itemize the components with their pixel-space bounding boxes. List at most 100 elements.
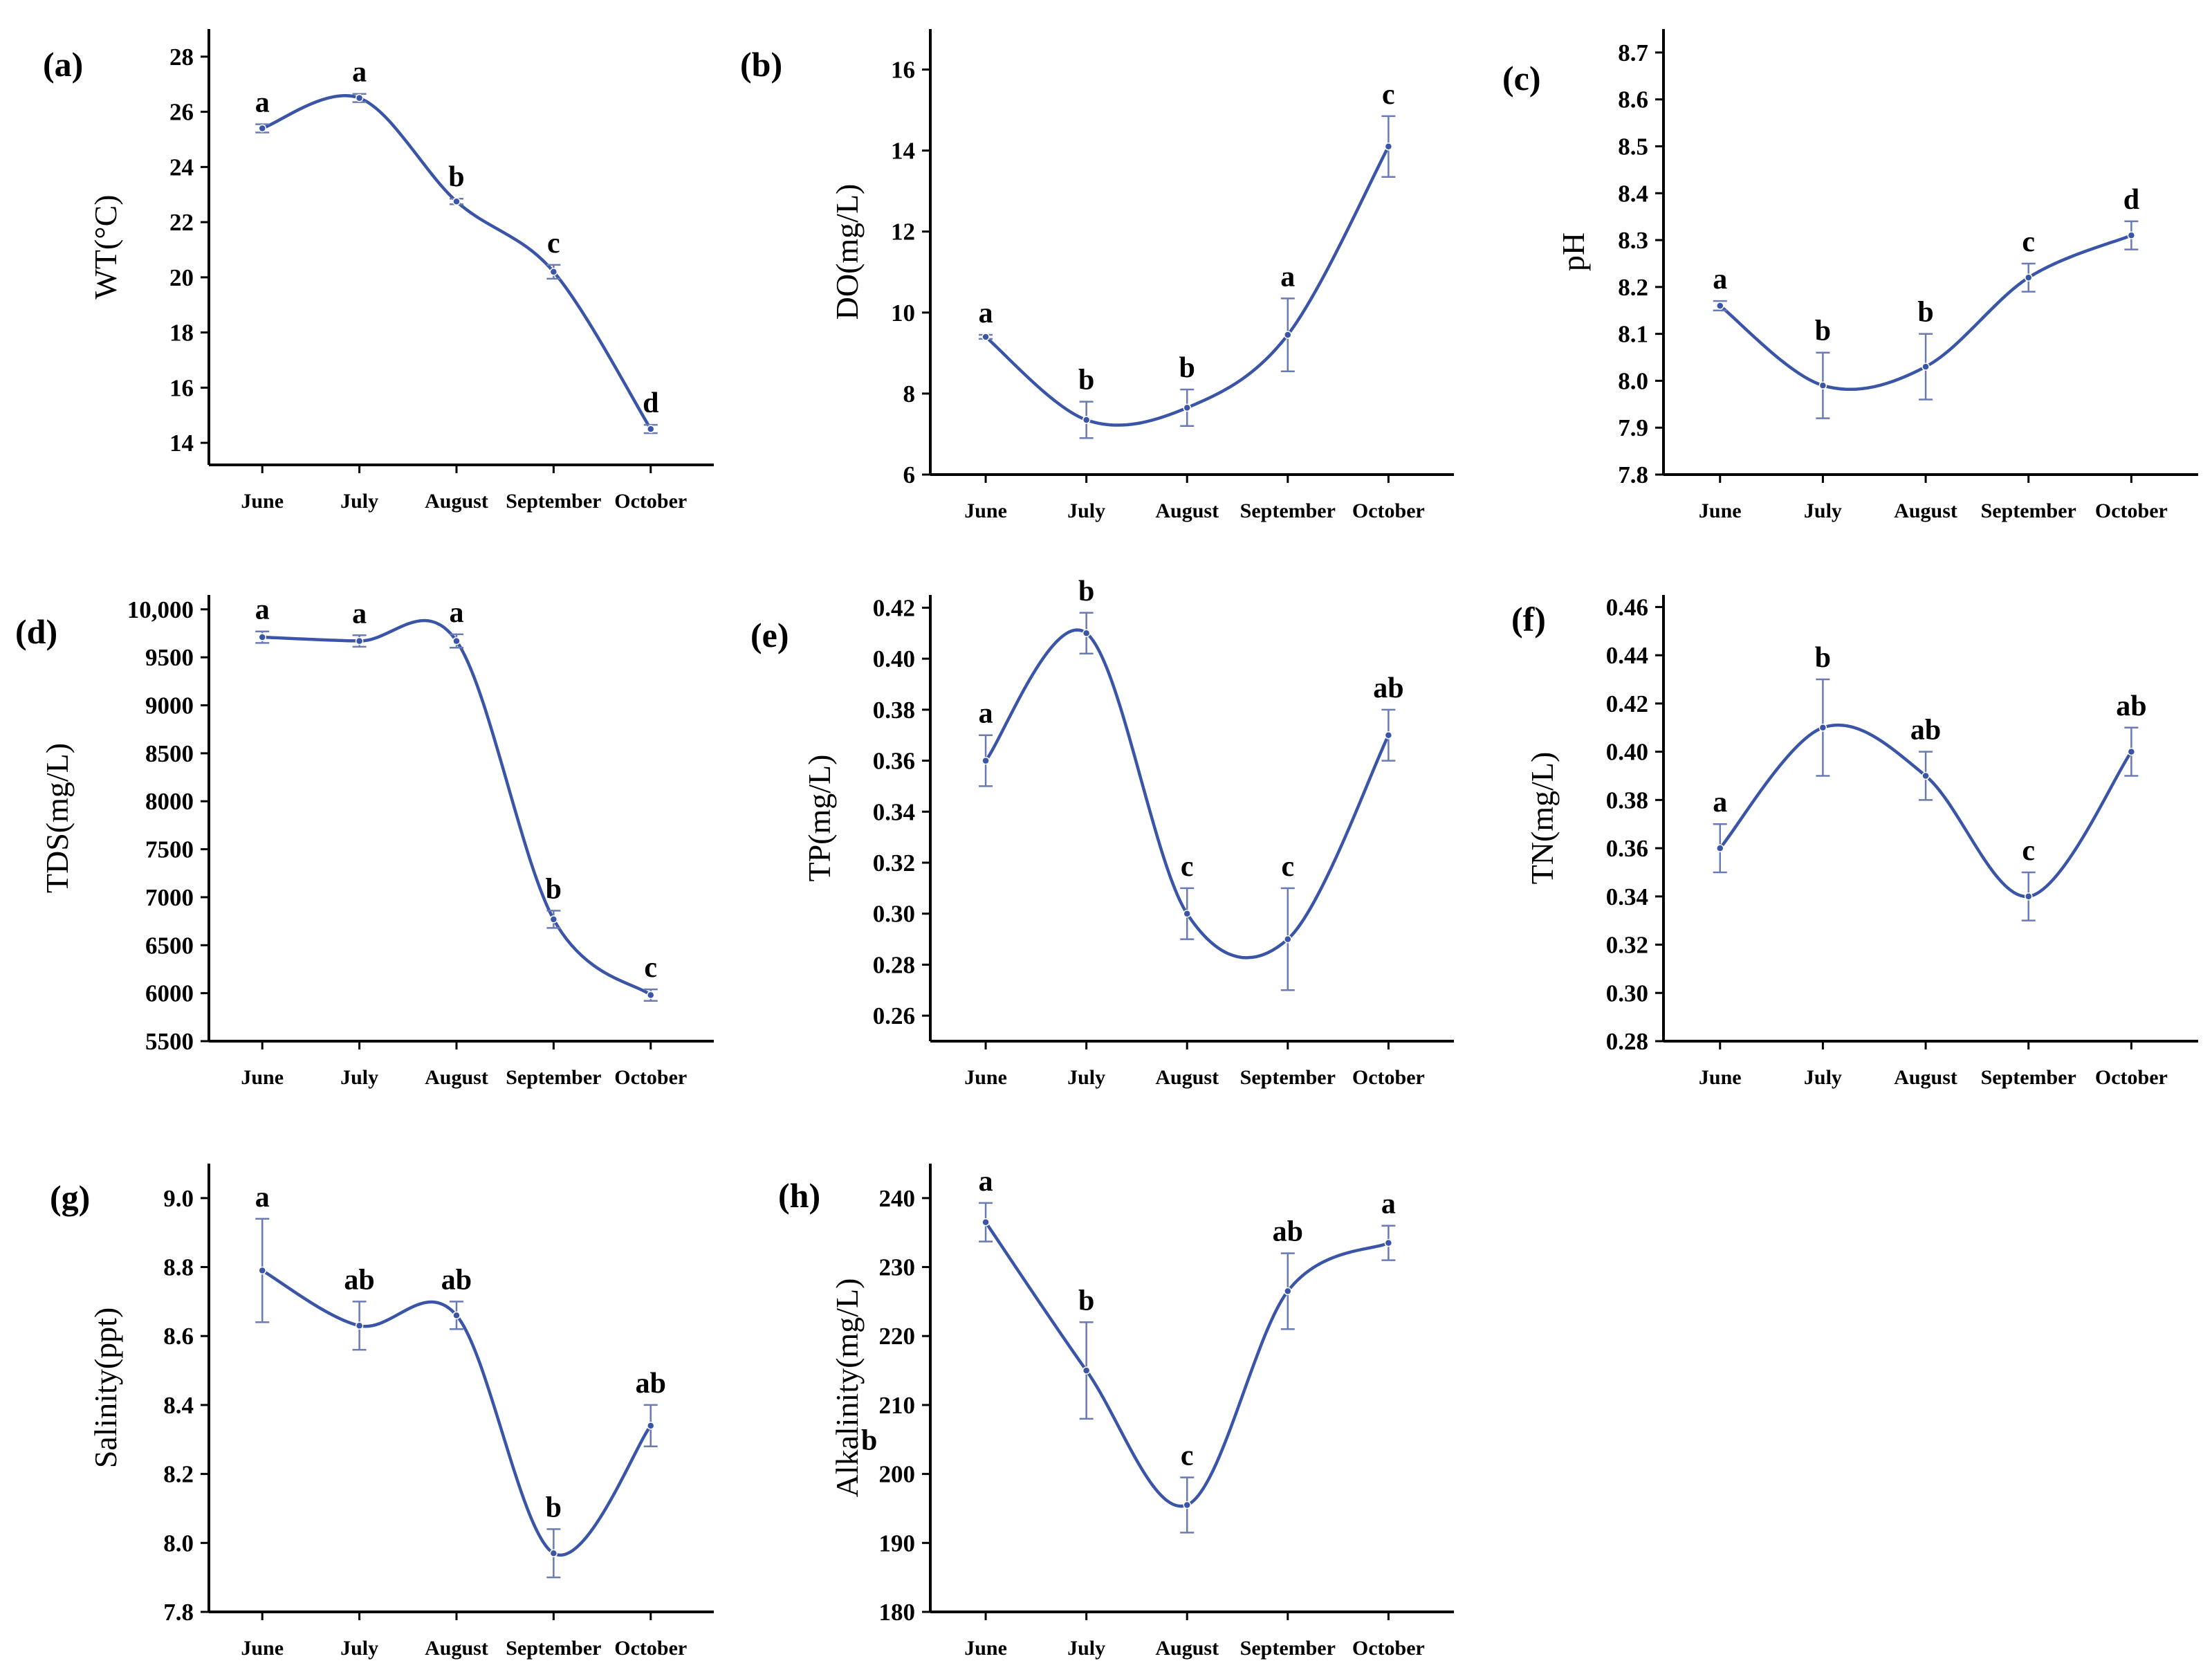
panel-c: (c) 7.8 7.9 8.0 8.1 8.2 8.3 8.4 8.5 8.6 8.7 June Jul… [1502,29,2198,522]
significance-letter: b [1078,365,1094,396]
x-tick-label: August [1155,499,1219,522]
x-tick-label: October [2095,499,2168,522]
x-tick-label: August [425,1637,488,1660]
data-point [2127,231,2136,240]
y-tick-label: 8.3 [1618,227,1648,254]
y-tick-label: 8.5 [1618,133,1648,160]
data-point [1082,1366,1091,1375]
x-tick-label: September [1981,499,2076,522]
y-tick-label: 14 [169,430,194,457]
panel-label: (c) [1502,59,1541,98]
data-point [647,991,655,1000]
x-tick-label: August [425,490,488,513]
significance-letter: c [1382,79,1395,111]
panel-g: (g) 7.8 8.0 8.2 8.4 8.6 8.8 9.0 June July August Se… [50,1164,714,1660]
y-tick-label: 8.6 [163,1323,194,1350]
data-point [647,425,655,433]
y-tick-label: 8.2 [1618,274,1648,301]
y-tick-label: 0.42 [1606,690,1648,717]
x-tick-label: August [1155,1637,1219,1660]
data-point [549,1549,558,1558]
y-tick-label: 0.32 [873,850,915,877]
y-tick-label: 7000 [145,884,194,911]
significance-letter: a [449,597,463,629]
x-tick-label: July [1067,1066,1105,1089]
significance-letter: a [352,57,367,89]
y-tick-label: 8.4 [1618,180,1648,207]
panel-h: (h) 180 190 200 210 220 230 240 June July August Se… [778,1164,1454,1660]
x-tick-label: July [1067,499,1105,522]
data-point [2127,747,2136,756]
data-point [1384,143,1393,151]
data-point [2024,892,2033,901]
x-tick-label: October [1352,1066,1425,1089]
x-tick-label: July [1804,1066,1842,1089]
data-point [647,1422,655,1430]
x-tick-label: October [614,1066,687,1089]
significance-letter: d [2123,184,2139,216]
significance-letter: ab [636,1368,666,1400]
panel-label: (h) [778,1176,820,1215]
significance-letter: d [643,387,658,419]
y-tick-label: 18 [169,320,194,347]
data-point [1284,331,1292,339]
y-tick-label: 7.8 [163,1599,194,1626]
y-tick-label: 8.7 [1618,39,1648,66]
panel-b: (b) 6 8 10 12 14 16 June July August September Octo… [740,29,1454,522]
significance-letter: c [644,952,657,984]
y-axis-title: WT(°C) [88,194,123,299]
y-tick-label: 8.1 [1618,321,1648,348]
significance-letter: a [979,1166,993,1198]
y-tick-label: 16 [169,374,194,401]
significance-letter: b [1179,352,1195,384]
data-point [1284,935,1292,944]
data-point [258,633,266,641]
data-point [981,1218,990,1227]
x-tick-label: October [2095,1066,2168,1089]
y-tick-label: 9500 [145,644,194,671]
panel-a: (a) 14 16 18 20 22 24 26 28 June July August Septemb… [43,29,714,513]
x-tick-label: June [241,1066,284,1089]
y-tick-label: 8.8 [163,1254,194,1281]
x-tick-label: October [614,490,687,513]
data-point [981,756,990,765]
y-tick-label: 0.30 [1606,980,1648,1007]
data-point [1921,363,1930,371]
y-tick-label: 7500 [145,836,194,863]
significance-letter: a [979,297,993,329]
y-tick-label: 12 [891,219,915,246]
y-tick-label: 0.32 [1606,932,1648,959]
y-tick-label: 0.38 [873,697,915,724]
x-tick-label: June [241,1637,284,1660]
y-tick-label: 8500 [145,740,194,767]
significance-letter: ab [1910,715,1941,746]
x-tick-label: August [1894,1066,1957,1089]
data-point [1082,416,1091,424]
y-tick-label: 0.36 [873,748,915,775]
y-tick-label: 220 [879,1323,916,1350]
significance-letter: b [1917,297,1933,329]
y-axis-title: pH [1556,232,1591,271]
y-axis-title: Salinity(ppt) [88,1308,123,1469]
x-tick-label: July [340,490,378,513]
data-point [1384,731,1393,740]
significance-letter: a [255,594,270,626]
data-point [549,915,558,924]
data-point [1818,381,1827,389]
series-line [1719,723,2133,899]
significance-letter: ab [1373,672,1403,704]
x-tick-label: September [1240,499,1336,522]
x-tick-label: July [340,1637,378,1660]
y-tick-label: 8.0 [163,1530,194,1557]
significance-letter: ab [441,1264,472,1296]
x-tick-label: June [241,490,284,513]
y-tick-label: 0.46 [1606,594,1648,621]
significance-letter: a [255,1182,270,1213]
y-axis-title: TN(mg/L) [1524,752,1560,885]
x-tick-label: July [1067,1637,1105,1660]
data-point [452,197,461,205]
significance-letter: c [1281,851,1294,883]
data-point [355,1321,364,1330]
data-point [2024,273,2033,282]
